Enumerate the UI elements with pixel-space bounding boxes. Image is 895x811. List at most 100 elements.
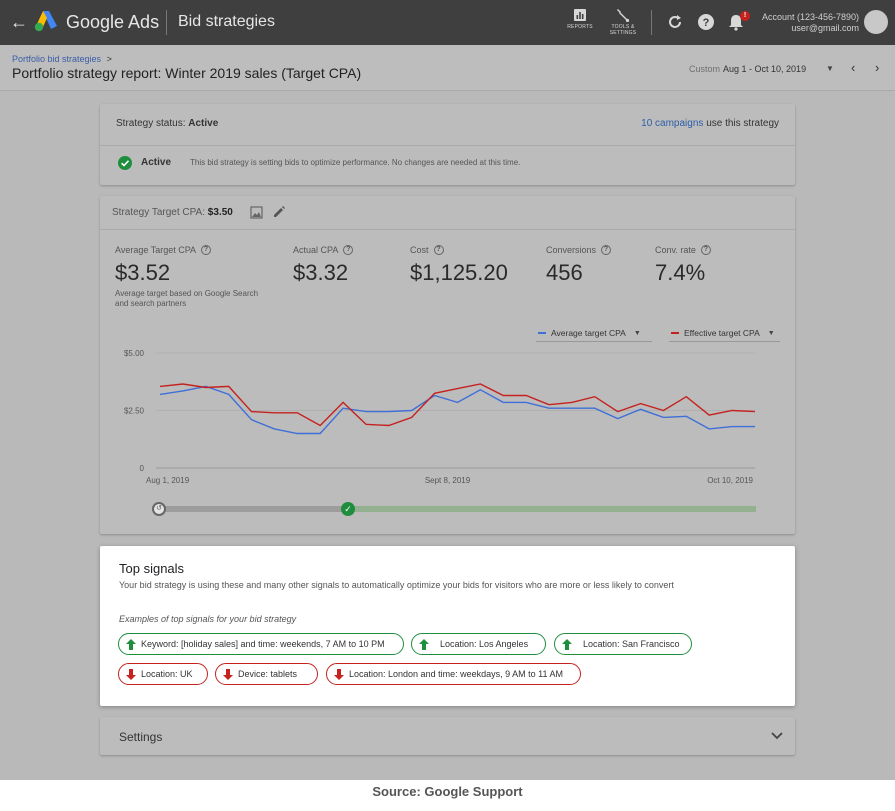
svg-text:?: ? [703, 17, 710, 29]
x-tick-label: Aug 1, 2019 [146, 476, 190, 485]
image-icon[interactable] [250, 206, 263, 219]
strategy-performance-card: Strategy Target CPA: $3.50 Average Targe… [100, 196, 795, 534]
signal-chip-positive[interactable]: Location: San Francisco [554, 633, 692, 655]
strategy-status-label: Strategy status: [116, 118, 186, 129]
refresh-icon[interactable] [666, 13, 684, 31]
x-tick-label: Sept 8, 2019 [425, 476, 471, 485]
campaigns-suffix: use this strategy [706, 118, 779, 129]
metric-label: Conversions [546, 245, 597, 255]
metric-value: $3.52 [115, 260, 171, 285]
slider-start-handle[interactable]: ↺ [152, 502, 166, 516]
strategy-target-cpa-label: Strategy Target CPA: [112, 207, 206, 218]
campaigns-link[interactable]: 10 campaigns [641, 118, 704, 129]
account-name: Account (123-456-7890) [761, 12, 859, 22]
legend-label: Average target CPA [551, 328, 626, 338]
legend-average-target-cpa[interactable]: Average target CPA ▼ [538, 328, 641, 338]
metric-label: Average Target CPA [115, 245, 197, 255]
breadcrumb[interactable]: Portfolio bid strategies > [12, 54, 112, 64]
metric-label: Conv. rate [655, 245, 696, 255]
metric-average-target-cpa: Average Target CPA? $3.52 Average target… [115, 245, 265, 309]
signal-text: Location: San Francisco [583, 639, 680, 649]
app-window: ← Google Ads Bid strategies REPORTS TOOL… [0, 0, 895, 780]
account-email: user@gmail.com [791, 23, 859, 33]
help-icon[interactable]: ? [433, 245, 444, 255]
legend-label: Effective target CPA [684, 328, 760, 338]
signal-chip-negative[interactable]: Device: tablets [215, 663, 318, 685]
back-arrow-icon[interactable]: ← [10, 12, 28, 32]
signal-text: Device: tablets [238, 669, 298, 679]
settings-section[interactable]: Settings [100, 717, 795, 755]
y-tick-label: $2.50 [124, 407, 145, 416]
top-signals-title: Top signals [119, 561, 185, 576]
metric-note: Average target based on Google Search an… [115, 289, 259, 308]
date-dropdown-icon[interactable]: ▼ [826, 64, 834, 73]
strategy-status: Strategy status: Active [116, 118, 218, 129]
previous-period-icon[interactable]: ‹ [851, 60, 856, 75]
divider [100, 229, 795, 230]
signal-text: Location: Los Angeles [440, 639, 529, 649]
page-section-title: Bid strategies [178, 13, 275, 30]
legend-swatch [538, 332, 546, 334]
arrow-down-icon [334, 669, 344, 680]
legend-swatch [671, 332, 679, 334]
brand-name: Google Ads [66, 12, 160, 32]
next-period-icon[interactable]: › [875, 60, 880, 75]
signal-chip-negative[interactable]: Location: UK [118, 663, 208, 685]
slider-track-active [348, 506, 756, 512]
y-tick-label: 0 [140, 464, 145, 473]
metric-conversions: Conversions? 456 [546, 245, 612, 286]
series-line [159, 385, 755, 435]
divider [669, 341, 780, 342]
reports-button[interactable]: REPORTS [566, 8, 594, 30]
strategy-target-cpa: Strategy Target CPA: $3.50 [112, 207, 233, 218]
top-bar: ← Google Ads Bid strategies REPORTS TOOL… [0, 0, 895, 45]
help-icon[interactable]: ? [697, 13, 715, 31]
metric-label: Cost [410, 245, 429, 255]
reports-label: REPORTS [567, 24, 593, 30]
help-icon[interactable]: ? [601, 245, 612, 255]
divider [536, 341, 652, 342]
tools-settings-button[interactable]: TOOLS & SETTINGS [606, 8, 640, 36]
arrow-up-icon [126, 639, 136, 650]
wrench-icon [617, 9, 630, 22]
breadcrumb-link[interactable]: Portfolio bid strategies [12, 54, 102, 64]
edit-pencil-icon[interactable] [272, 205, 286, 219]
account-info[interactable]: Account (123-456-7890) user@gmail.com [762, 12, 859, 34]
tools-settings-label: TOOLS & SETTINGS [609, 24, 637, 36]
active-status-description: This bid strategy is setting bids to opt… [190, 158, 521, 167]
avatar[interactable] [864, 10, 888, 34]
signal-chip-positive[interactable]: Location: Los Angeles [411, 633, 546, 655]
x-tick-label: Oct 10, 2019 [707, 476, 753, 485]
strategy-target-cpa-value: $3.50 [207, 207, 233, 218]
campaigns-info: 10 campaigns use this strategy [641, 118, 779, 129]
signal-text: Location: UK [141, 669, 193, 679]
signal-chip-negative[interactable]: Location: London and time: weekdays, 9 A… [326, 663, 581, 685]
chevron-down-icon: ▼ [633, 329, 641, 337]
metric-value: $1,125.20 [410, 260, 508, 285]
divider [100, 145, 795, 146]
metric-cost: Cost? $1,125.20 [410, 245, 508, 286]
help-icon[interactable]: ? [700, 245, 711, 255]
legend-effective-target-cpa[interactable]: Effective target CPA ▼ [671, 328, 775, 338]
divider [651, 10, 652, 35]
slider-check-handle[interactable]: ✓ [341, 502, 355, 516]
signal-chip-positive[interactable]: Keyword: [holiday sales] and time: weeke… [118, 633, 404, 655]
settings-label: Settings [119, 730, 163, 744]
metric-value: 456 [546, 260, 583, 285]
chevron-down-icon[interactable] [771, 731, 783, 741]
strategy-status-card: Strategy status: Active 10 campaigns use… [100, 104, 795, 185]
date-range-label: Custom [689, 64, 721, 74]
page-title: Portfolio strategy report: Winter 2019 s… [12, 65, 362, 81]
arrow-up-icon [419, 639, 429, 650]
top-signals-examples-label: Examples of top signals for your bid str… [119, 614, 297, 624]
notification-bell-icon[interactable] [727, 13, 745, 31]
date-range-slider[interactable]: ↺ ✓ [152, 502, 757, 516]
top-signals-description: Your bid strategy is using these and man… [119, 580, 674, 590]
reports-icon [574, 9, 586, 21]
chevron-down-icon: ▼ [767, 329, 775, 337]
signal-text: Keyword: [holiday sales] and time: weeke… [141, 639, 385, 649]
help-icon[interactable]: ? [201, 245, 212, 255]
date-range-picker[interactable]: Custom Aug 1 - Oct 10, 2019 [689, 64, 806, 74]
help-icon[interactable]: ? [343, 245, 354, 255]
